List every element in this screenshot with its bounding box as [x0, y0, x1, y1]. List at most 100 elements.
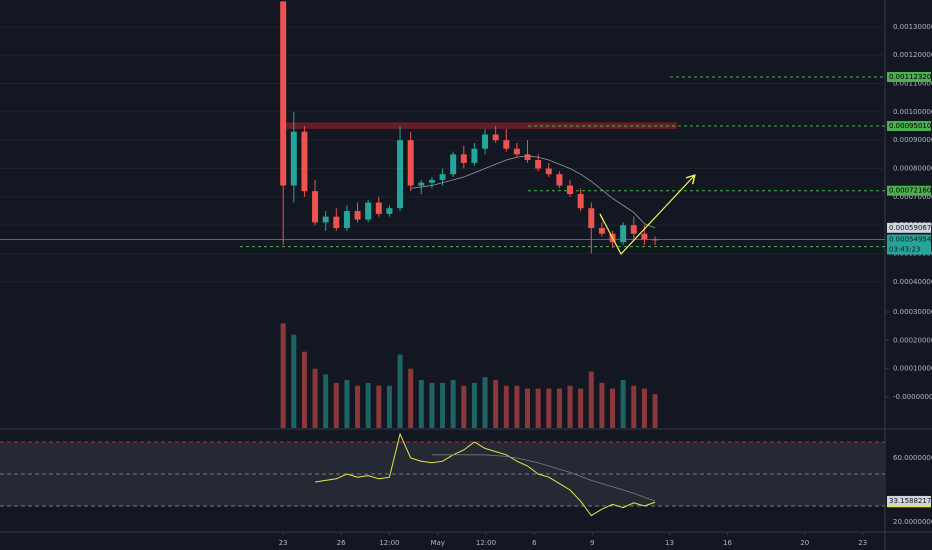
- volume-bar: [365, 382, 371, 428]
- x-tick-label: 20: [800, 539, 809, 547]
- candle-body: [322, 216, 329, 223]
- x-tick-label: May: [430, 539, 444, 547]
- volume-bar: [429, 382, 435, 428]
- price-pane: [0, 1, 885, 428]
- y-tick-label: 0.00080000: [893, 165, 932, 173]
- volume-bar: [503, 385, 509, 428]
- volume-bar: [471, 382, 477, 428]
- volume-bar: [599, 382, 605, 428]
- moving-average: [410, 155, 656, 229]
- candle-body: [620, 225, 627, 243]
- level-tag: 0.00072160: [889, 187, 931, 195]
- rsi-line: [431, 454, 656, 502]
- annotation-arrow: [599, 213, 605, 223]
- x-tick-label: 13: [665, 539, 674, 547]
- volume-bar: [588, 371, 594, 428]
- candle-body: [535, 160, 542, 169]
- volume-bar: [386, 385, 392, 428]
- volume-bar: [355, 385, 361, 428]
- volume-bar: [450, 380, 456, 428]
- x-tick-label: 9: [590, 539, 594, 547]
- last-price-tag: 0.00054954: [889, 235, 932, 243]
- candle-body: [471, 148, 478, 163]
- x-tick-label: 23: [279, 539, 288, 547]
- candle-body: [524, 154, 531, 161]
- x-tick-label: 16: [723, 539, 732, 547]
- candle-body: [439, 174, 446, 180]
- volume-bar: [461, 385, 467, 428]
- resistance-zone: [280, 122, 677, 129]
- countdown-bg: [887, 244, 931, 255]
- volume-bar: [408, 368, 414, 428]
- x-tick-label: 12:00: [379, 539, 399, 547]
- x-tick-label: 26: [337, 539, 346, 547]
- candle-body: [556, 174, 563, 186]
- volume-bar: [652, 394, 658, 428]
- volume-bar: [631, 385, 637, 428]
- candle-body: [312, 191, 319, 223]
- level-tag-bg: [887, 71, 931, 82]
- level-tag-bg: [887, 121, 931, 132]
- candle-body: [513, 148, 520, 155]
- x-tick-label: 23: [858, 539, 867, 547]
- last-price-tag-bg: [887, 234, 931, 245]
- candle-body: [567, 185, 574, 195]
- axes: 0.00130000 0.00120000 0.00110000 0.00100000…: [279, 23, 932, 547]
- candle-body: [460, 154, 467, 163]
- candle-body: [652, 239, 659, 241]
- candle-body: [397, 140, 404, 209]
- candle-body: [641, 233, 648, 240]
- candle-body: [492, 134, 499, 141]
- volume-bar: [578, 388, 584, 428]
- y-tick-label: 0.00110000: [893, 80, 932, 88]
- candle-body: [545, 168, 552, 175]
- y-tick-label: 0.00100000: [893, 108, 932, 116]
- volume-bar: [333, 382, 339, 428]
- volume-bar: [376, 385, 382, 428]
- y-tick-label: 0.00070000: [893, 193, 932, 201]
- rsi-tag-bg: [887, 495, 931, 506]
- x-tick-label: 6: [532, 539, 537, 547]
- candle-body: [428, 179, 435, 183]
- level-tag: 0.00112320: [889, 73, 931, 81]
- volume-bar: [397, 354, 403, 428]
- level-tag: 0.00095010: [889, 122, 931, 130]
- volume-bar: [493, 380, 499, 428]
- rsi-line: [314, 432, 656, 517]
- volume-bar: [323, 374, 329, 428]
- candle-body: [365, 202, 372, 220]
- candle-body: [386, 208, 393, 214]
- volume-bar: [482, 377, 488, 428]
- ma-tag: 0.00059067: [889, 224, 931, 232]
- volume-bar: [418, 380, 424, 428]
- candle-body: [333, 216, 340, 229]
- candle-body: [375, 202, 382, 214]
- volume-bar: [440, 382, 446, 428]
- candle-body: [290, 131, 297, 186]
- volume-bar: [344, 380, 350, 428]
- y2-tick-label: 0.00030000: [893, 308, 932, 316]
- y-tick-label: 0.00040000: [893, 278, 932, 286]
- candle-body: [418, 182, 425, 186]
- volume-bar: [556, 388, 562, 428]
- volume-bar: [567, 385, 573, 428]
- y2-tick-label: 0.00020000: [893, 336, 932, 344]
- volume-bar: [535, 388, 541, 428]
- candle-body: [407, 140, 414, 186]
- y-tick-label: 0.00090000: [893, 136, 932, 144]
- candle-body: [280, 1, 287, 186]
- ma-tag-bg: [887, 222, 931, 233]
- volume-bar: [546, 388, 552, 428]
- volume-bar: [610, 388, 616, 428]
- countdown: 03:43:23: [889, 245, 920, 253]
- candle-body: [630, 225, 637, 234]
- candle-body: [577, 194, 584, 209]
- y-tick-label: 0.00130000: [893, 23, 932, 31]
- volume-bar: [525, 388, 531, 428]
- candle-body: [482, 134, 489, 149]
- candle-body: [588, 208, 595, 229]
